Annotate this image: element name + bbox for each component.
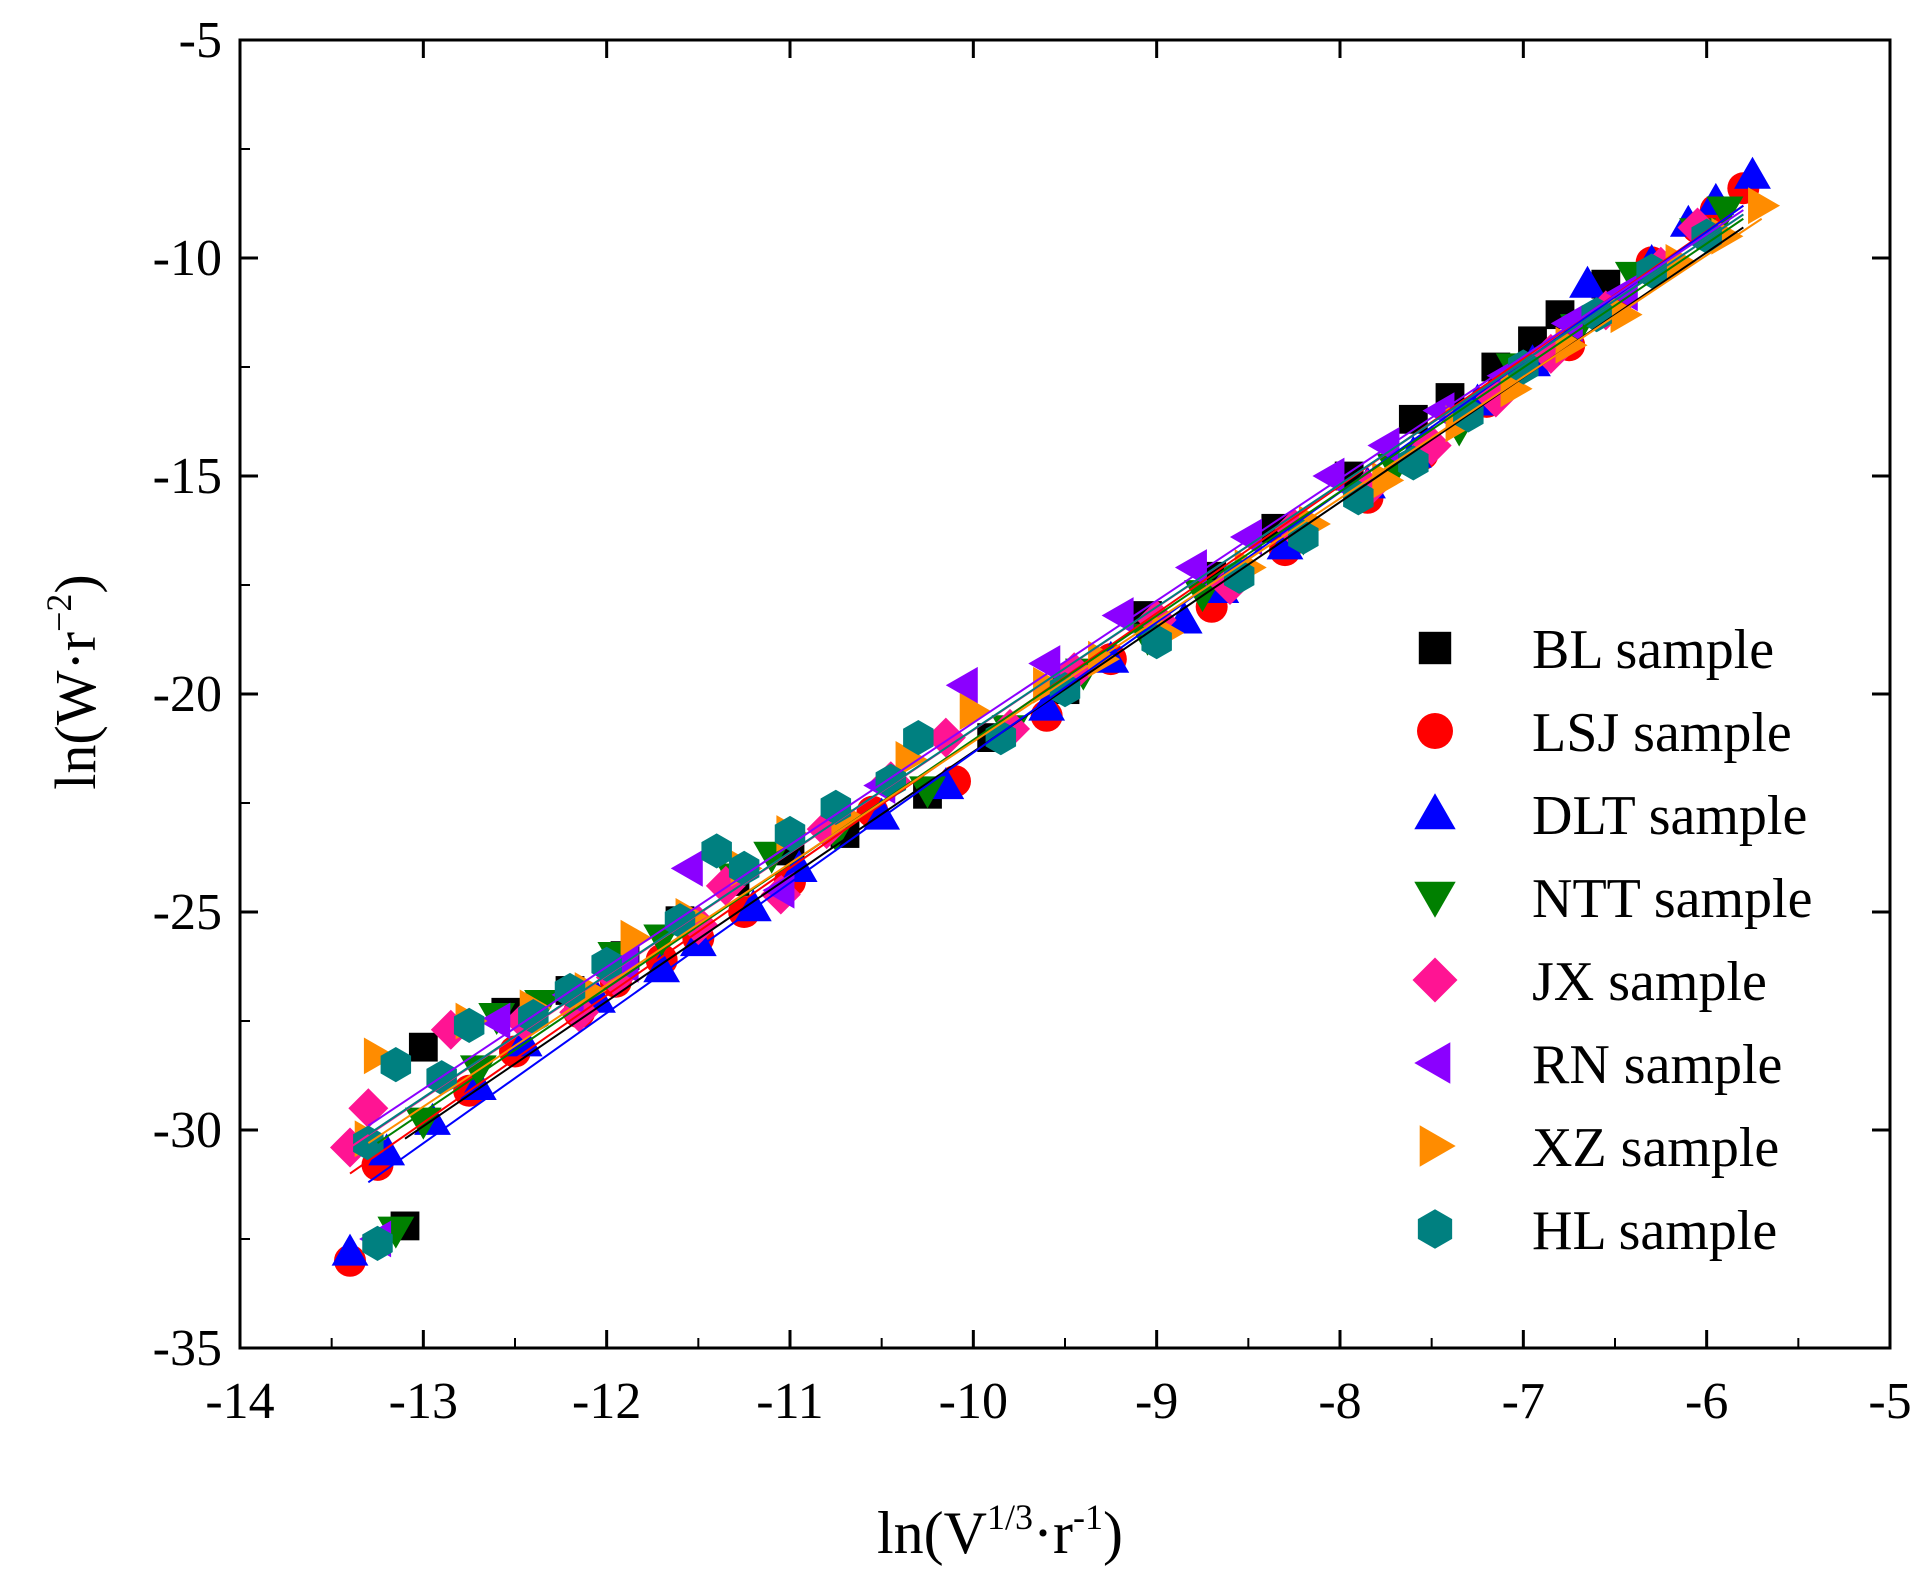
data-point [453, 1007, 485, 1043]
data-point [1028, 688, 1066, 721]
data-point [353, 1125, 384, 1161]
x-tick-label: -10 [939, 1373, 1008, 1430]
legend-marker [1417, 1209, 1453, 1249]
legend-label: BL sample [1532, 619, 1774, 681]
data-point [1734, 156, 1771, 189]
data-point [620, 919, 653, 957]
y-axis-label-close: ) [43, 574, 108, 593]
legend: BL sample LSJ sample DLT sample NTT sample J… [1412, 619, 1812, 1262]
legend-marker [1418, 631, 1452, 665]
data-point [909, 776, 946, 809]
series-8 [353, 218, 1722, 1261]
legend-item: RN sample [1414, 1034, 1782, 1096]
y-tick-label: -35 [153, 1320, 222, 1377]
data-point [1174, 549, 1207, 586]
scatter-marks [330, 156, 1781, 1277]
x-axis-label-mid: ·r [1033, 1500, 1073, 1566]
data-point [945, 666, 978, 704]
data-point [1706, 196, 1744, 229]
data-point [348, 1088, 389, 1129]
legend-marker [1414, 793, 1456, 830]
data-point [478, 1002, 511, 1040]
legend-label: JX sample [1532, 951, 1767, 1013]
y-tick-label: -10 [153, 230, 222, 287]
data-point [1610, 296, 1643, 334]
data-point [701, 833, 732, 869]
data-point [1500, 370, 1533, 408]
data-point [959, 693, 992, 730]
x-tick-label: -11 [756, 1373, 823, 1430]
legend-label: RN sample [1532, 1034, 1782, 1096]
legend-item: LSJ sample [1417, 702, 1792, 764]
legend-marker [1417, 713, 1453, 749]
data-point [774, 815, 806, 852]
x-axis-label-close: ) [1103, 1500, 1123, 1566]
fit-lines [349, 204, 1763, 1184]
data-point [1266, 527, 1304, 560]
x-axis-label: ln(V1/3·r-1) [877, 1497, 1123, 1566]
y-axis-label-base: ln(W·r [43, 632, 108, 790]
legend-label: DLT sample [1532, 785, 1807, 847]
legend-item: JX sample [1412, 951, 1767, 1013]
data-point [903, 720, 934, 756]
x-tick-label: -8 [1318, 1373, 1361, 1430]
legend-label: LSJ sample [1532, 702, 1792, 764]
x-axis-label-sup1: 1/3 [987, 1497, 1033, 1537]
x-tick-label: -5 [1868, 1373, 1911, 1430]
legend-label: HL sample [1532, 1200, 1777, 1262]
data-point [1569, 265, 1606, 298]
x-tick-label: -9 [1135, 1373, 1178, 1430]
x-axis-label-sup2: -1 [1073, 1497, 1103, 1537]
fit-line [367, 209, 1744, 1127]
legend-marker [1419, 1125, 1456, 1167]
data-point [362, 1225, 393, 1261]
legend-item: BL sample [1418, 619, 1774, 681]
data-point [380, 1047, 412, 1083]
y-axis-label-sup: −2 [39, 594, 79, 632]
legend-item: DLT sample [1414, 785, 1807, 847]
legend-marker [1412, 957, 1458, 1003]
x-tick-label: -14 [205, 1373, 274, 1430]
y-tick-label: -15 [153, 448, 222, 505]
data-point [643, 950, 681, 983]
data-point [1343, 480, 1374, 516]
y-tick-label: -5 [179, 12, 222, 69]
data-point [780, 850, 818, 882]
y-tick-label: -20 [153, 666, 222, 723]
legend-marker [1414, 1042, 1451, 1084]
data-point [1748, 187, 1781, 225]
x-tick-label: -6 [1685, 1373, 1728, 1430]
data-point [1312, 457, 1345, 495]
x-axis-label-base: ln(V [877, 1500, 987, 1566]
x-tick-label: -7 [1502, 1373, 1545, 1430]
fit-line [367, 213, 1744, 1136]
data-point [1028, 645, 1061, 682]
y-axis-label: ln(W·r−2) [39, 574, 108, 789]
data-point [1223, 558, 1255, 594]
data-point [734, 889, 772, 922]
data-point [331, 1233, 369, 1266]
fit-line [367, 217, 1763, 1144]
legend-marker [1414, 881, 1456, 918]
data-point [1165, 601, 1203, 634]
data-point [368, 1133, 406, 1166]
y-tick-label: -30 [153, 1102, 222, 1159]
data-point [1101, 597, 1134, 634]
legend-item: NTT sample [1414, 868, 1812, 930]
axes: -14 -13 -12 -11 -10 -9 -8 -7 -6 -5 -35 -30 -25 -20 -15… [153, 12, 1912, 1430]
data-point [363, 1037, 396, 1075]
data-point [408, 1032, 438, 1062]
legend-item: HL sample [1417, 1200, 1777, 1262]
y-tick-label: -25 [153, 884, 222, 941]
legend-item: XZ sample [1419, 1117, 1779, 1179]
legend-label: NTT sample [1532, 868, 1812, 930]
fit-line [376, 217, 1744, 1144]
x-tick-label: -13 [389, 1373, 458, 1430]
x-tick-label: -12 [572, 1373, 641, 1430]
legend-label: XZ sample [1532, 1117, 1779, 1179]
data-point [670, 850, 703, 887]
